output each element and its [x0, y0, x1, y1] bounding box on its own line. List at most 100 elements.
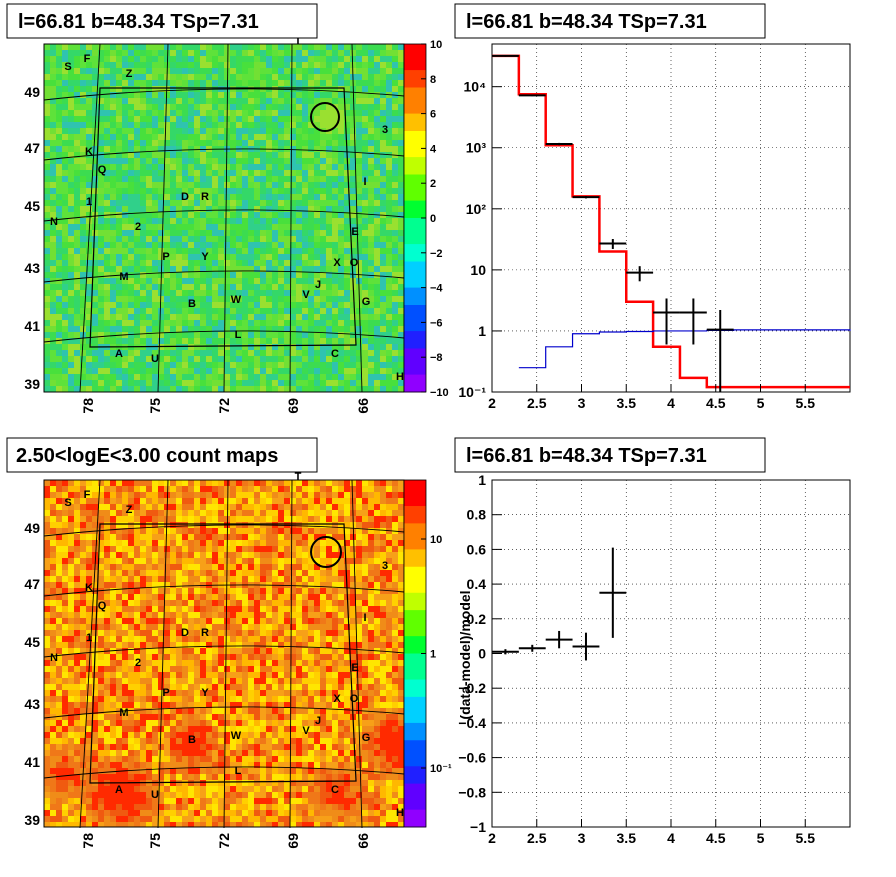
map-pixel — [206, 570, 212, 576]
map-pixel — [260, 350, 266, 356]
map-pixel — [74, 200, 80, 206]
map-pixel — [44, 182, 50, 188]
map-pixel — [362, 386, 368, 392]
map-pixel — [164, 540, 170, 546]
map-pixel — [248, 314, 254, 320]
map-pixel — [332, 552, 338, 558]
map-pixel — [62, 212, 68, 218]
map-pixel — [278, 564, 284, 570]
map-pixel — [86, 80, 92, 86]
map-pixel — [104, 242, 110, 248]
map-pixel — [188, 332, 194, 338]
map-pixel — [386, 516, 392, 522]
map-pixel — [380, 194, 386, 200]
colorbar-step — [404, 296, 426, 305]
map-pixel — [236, 486, 242, 492]
map-pixel — [98, 516, 104, 522]
map-pixel — [206, 498, 212, 504]
map-pixel — [146, 218, 152, 224]
map-pixel — [362, 128, 368, 134]
map-pixel — [188, 152, 194, 158]
map-pixel — [386, 368, 392, 374]
map-pixel — [278, 570, 284, 576]
map-pixel — [200, 338, 206, 344]
map-pixel — [260, 152, 266, 158]
map-pixel — [368, 368, 374, 374]
map-pixel — [212, 576, 218, 582]
map-pixel — [278, 242, 284, 248]
map-pixel — [308, 248, 314, 254]
map-pixel — [362, 206, 368, 212]
map-pixel — [284, 576, 290, 582]
map-pixel — [200, 552, 206, 558]
map-pixel — [176, 374, 182, 380]
map-pixel — [170, 480, 176, 486]
map-pixel — [218, 588, 224, 594]
map-pixel — [362, 80, 368, 86]
map-pixel — [44, 164, 50, 170]
map-pixel — [218, 594, 224, 600]
map-pixel — [362, 320, 368, 326]
source-label-F: F — [84, 53, 91, 65]
map-pixel — [134, 498, 140, 504]
map-pixel — [368, 600, 374, 606]
map-pixel — [380, 546, 386, 552]
map-pixel — [176, 576, 182, 582]
map-pixel — [386, 290, 392, 296]
map-pixel — [272, 56, 278, 62]
map-pixel — [146, 182, 152, 188]
map-pixel — [98, 146, 104, 152]
map-pixel — [290, 104, 296, 110]
map-pixel — [152, 116, 158, 122]
map-pixel — [50, 350, 56, 356]
map-pixel — [92, 104, 98, 110]
map-pixel — [296, 242, 302, 248]
map-pixel — [92, 386, 98, 392]
map-pixel — [104, 320, 110, 326]
map-pixel — [296, 320, 302, 326]
map-pixel — [74, 344, 80, 350]
map-pixel — [116, 212, 122, 218]
source-label-U: U — [151, 353, 159, 365]
map-pixel — [116, 116, 122, 122]
map-pixel — [164, 98, 170, 104]
map-pixel — [386, 158, 392, 164]
map-pixel — [62, 362, 68, 368]
map-pixel — [116, 170, 122, 176]
map-pixel — [152, 152, 158, 158]
map-pixel — [284, 290, 290, 296]
map-pixel — [356, 188, 362, 194]
map-pixel — [116, 386, 122, 392]
colorbar-step — [404, 183, 426, 192]
map-pixel — [356, 104, 362, 110]
map-pixel — [398, 582, 404, 588]
map-pixel — [86, 128, 92, 134]
map-pixel — [182, 170, 188, 176]
map-pixel — [344, 242, 350, 248]
map-pixel — [104, 332, 110, 338]
map-pixel — [206, 486, 212, 492]
map-pixel — [56, 552, 62, 558]
map-pixel — [380, 290, 386, 296]
map-pixel — [116, 600, 122, 606]
map-pixel — [212, 362, 218, 368]
map-pixel — [176, 332, 182, 338]
map-pixel — [140, 528, 146, 534]
map-pixel — [62, 386, 68, 392]
map-pixel — [230, 368, 236, 374]
map-pixel — [194, 140, 200, 146]
map-pixel — [272, 224, 278, 230]
map-pixel — [86, 98, 92, 104]
map-pixel — [284, 110, 290, 116]
map-pixel — [68, 122, 74, 128]
map-pixel — [170, 588, 176, 594]
map-pixel — [302, 332, 308, 338]
map-pixel — [74, 356, 80, 362]
map-pixel — [230, 206, 236, 212]
map-pixel — [146, 164, 152, 170]
map-pixel — [236, 546, 242, 552]
map-pixel — [326, 44, 332, 50]
map-pixel — [380, 164, 386, 170]
map-pixel — [134, 356, 140, 362]
map-pixel — [188, 272, 194, 278]
